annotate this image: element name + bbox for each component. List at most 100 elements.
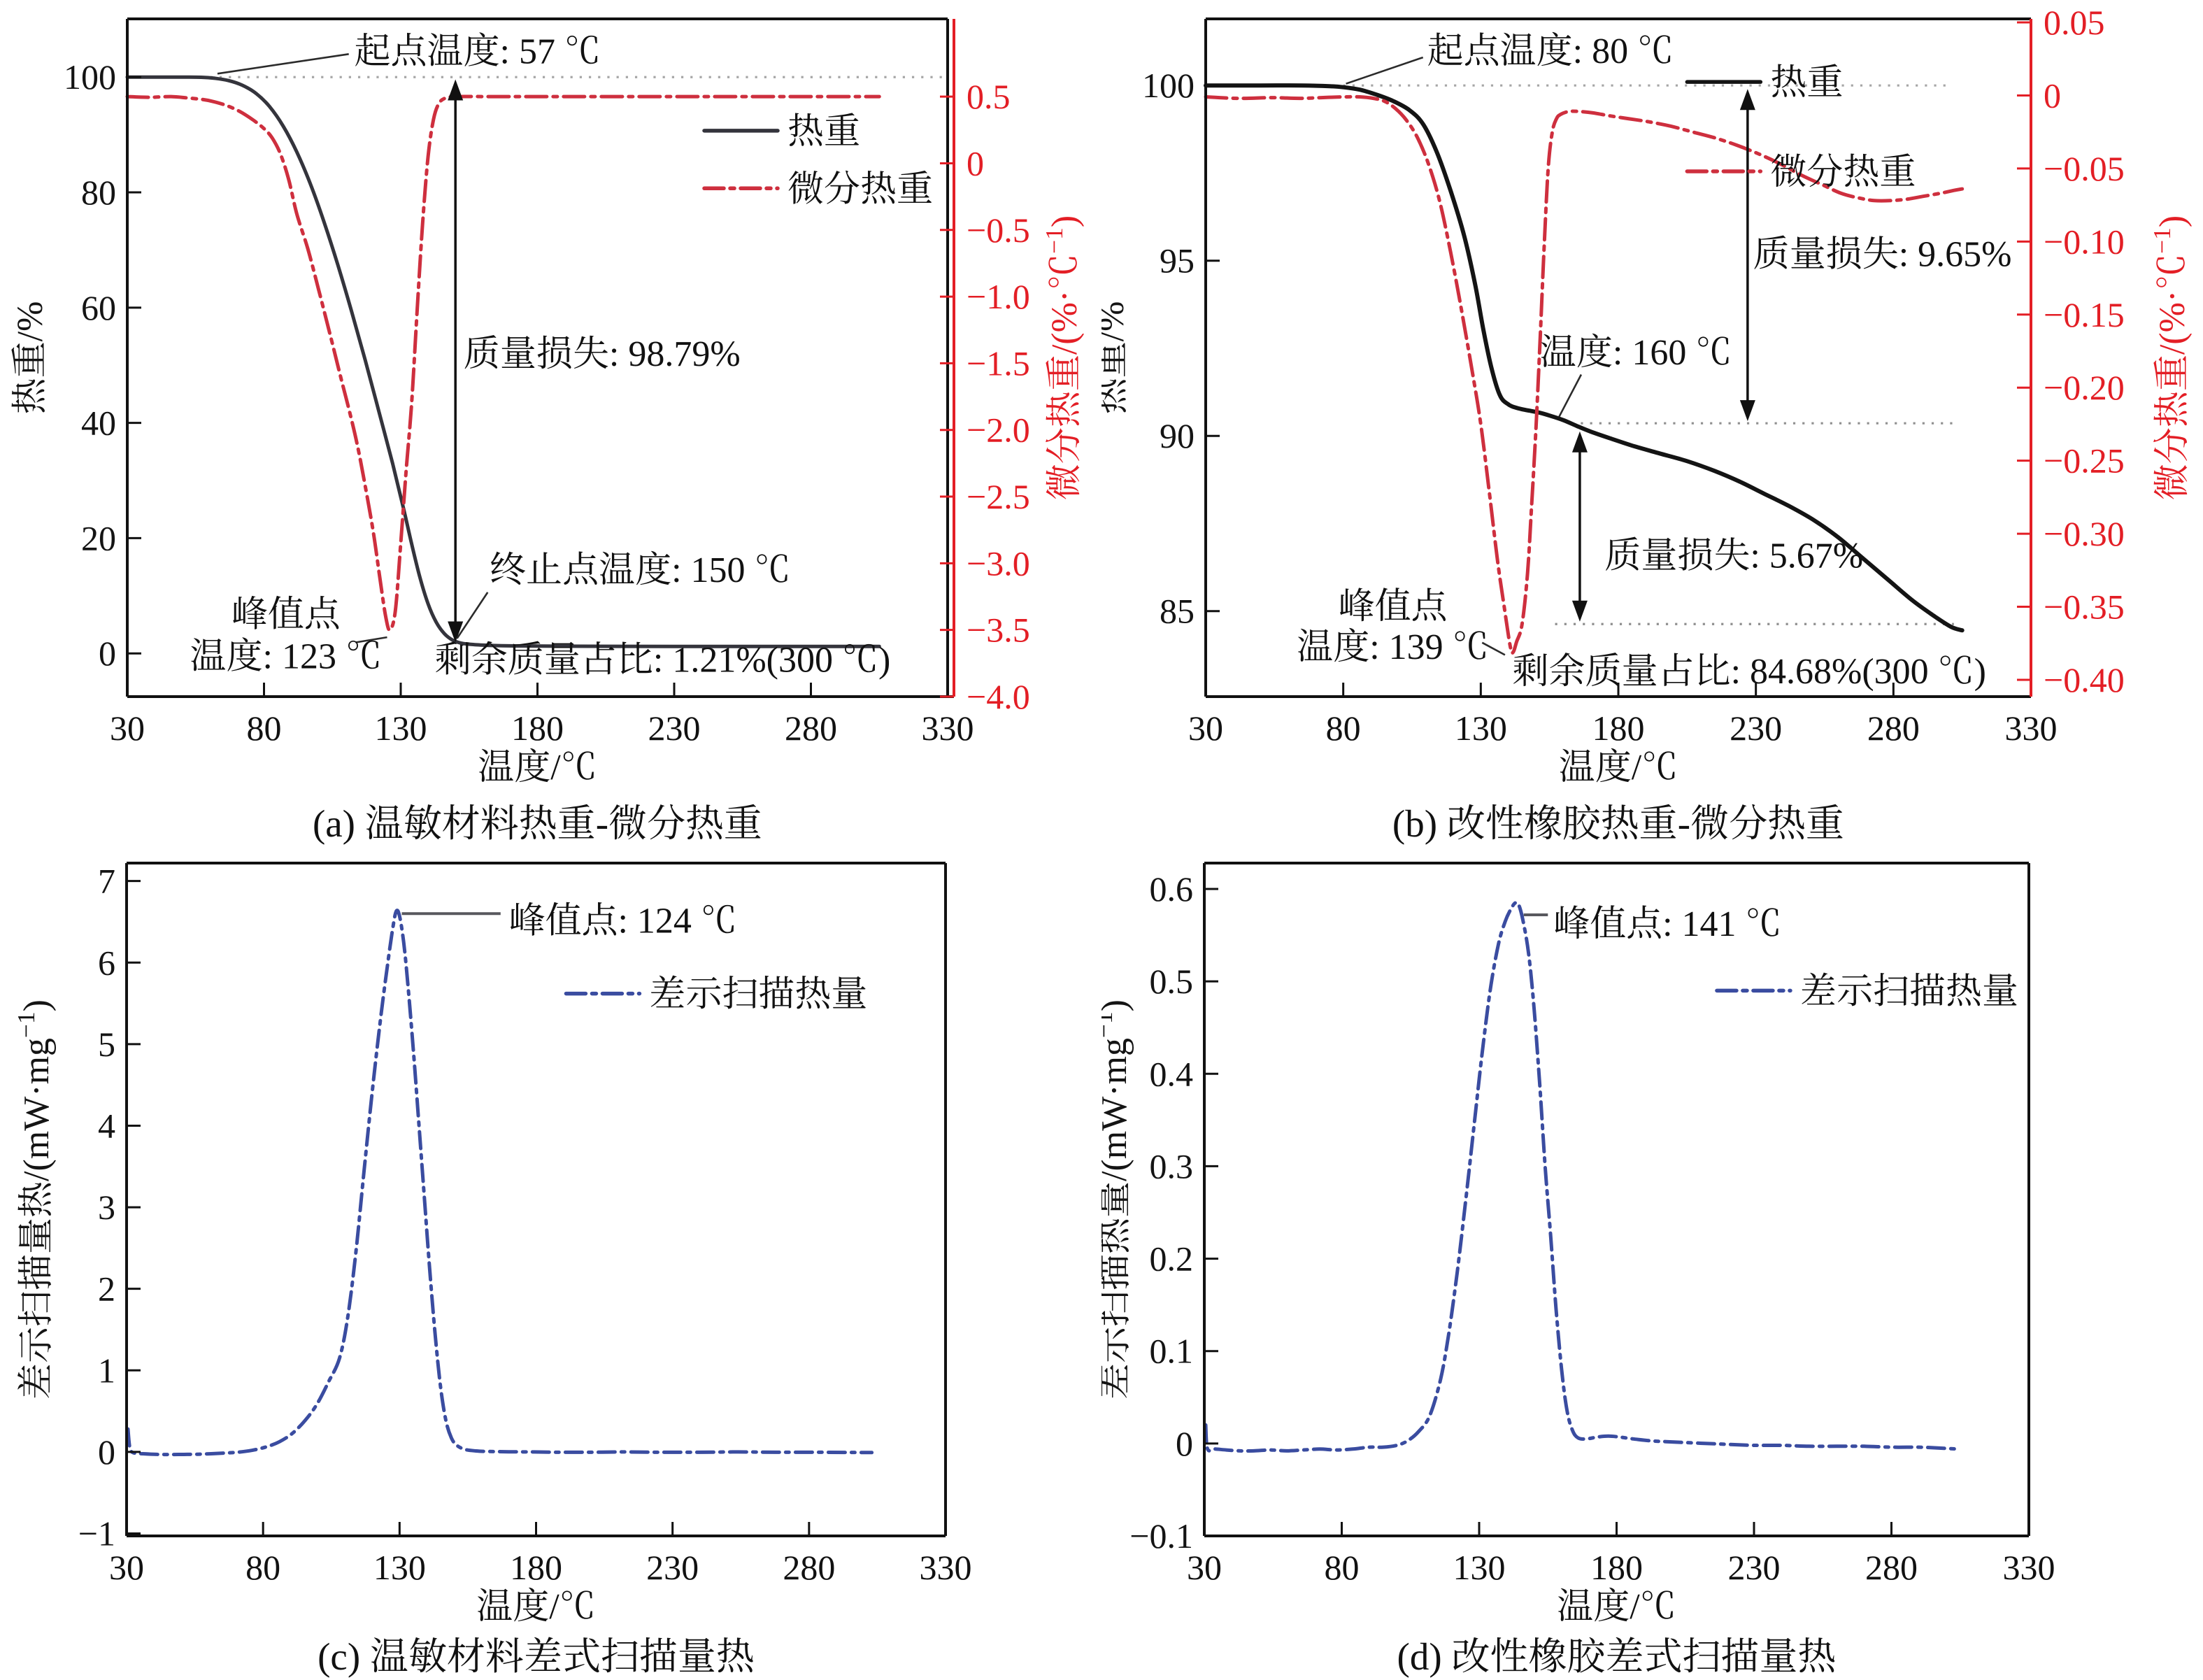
y-tick-label-right: 0.05 xyxy=(2044,3,2105,42)
y-tick-label: 4 xyxy=(98,1106,115,1145)
y-axis-left: 0 20 40 60 80 100 热重/% xyxy=(10,57,141,673)
annotation-text: 剩余质量占比: 1.21%(300 ℃) xyxy=(435,640,890,680)
series-dtg-curve xyxy=(1204,94,1965,655)
y-tick-label: 6 xyxy=(98,943,115,982)
y-tick-label: 0.3 xyxy=(1150,1146,1194,1186)
y-tick-label-right: −1.5 xyxy=(967,343,1030,383)
annotation-leader xyxy=(456,592,489,639)
y-tick-label: 90 xyxy=(1160,416,1195,455)
caption-panel-d: (d) 改性橡胶差式扫描量热 xyxy=(1397,1635,1837,1678)
arrowhead-down xyxy=(1739,400,1755,422)
y-tick-label: −1 xyxy=(78,1514,115,1553)
y-tick-label-right: −2.0 xyxy=(967,411,1030,450)
arrowhead-up xyxy=(1739,89,1755,111)
x-tick-label: 280 xyxy=(785,709,837,748)
y-tick-label: 0.6 xyxy=(1150,869,1194,909)
y-axis-title-left: 差示扫描热量/(mW·mg−1) xyxy=(1102,999,1134,1400)
y-tick-label-right: −0.20 xyxy=(2044,368,2125,407)
y-tick-label-right: 0 xyxy=(2044,76,2061,115)
caption-panel-a: (a) 温敏材料热重-微分热重 xyxy=(312,802,763,845)
annotation-leader xyxy=(1346,56,1424,85)
arrowhead-up xyxy=(1571,431,1588,453)
y-tick-label-right: −0.5 xyxy=(967,211,1030,250)
x-tick-label: 280 xyxy=(1865,1548,1918,1587)
y-tick-label: 2 xyxy=(98,1269,115,1309)
chart-tg-dtg-modified-rubber: 30 80 130 180 230 280 330 温度/℃ 85 90 95 100 热重/% 0.05… xyxy=(1102,3,2193,788)
series-dtg-curve xyxy=(125,94,881,632)
x-axis: 30 80 130 180 230 280 330 温度/℃ xyxy=(109,1522,972,1627)
chart-dsc-thermosensitive: 30 80 130 180 230 280 330 温度/℃ −1 0 1 2 3 4 5 6 7 差示扫描量热/… xyxy=(12,862,972,1627)
series-tg-curve xyxy=(125,75,881,648)
annotation: 温度: 160 ℃ xyxy=(1540,333,1732,418)
annotation: 峰值点: 124 ℃ xyxy=(401,902,737,941)
x-tick-label: 230 xyxy=(646,1548,699,1587)
annotation-text: 起点温度: 57 ℃ xyxy=(355,31,601,71)
y-axis-title-left: 差示扫描量热/(mW·mg−1) xyxy=(12,999,57,1400)
axes xyxy=(1203,862,2030,1537)
legend: 差示扫描热量 xyxy=(564,975,867,1015)
y-axis-left: −1 0 1 2 3 4 5 6 7 差示扫描量热/(mW·mg−1) xyxy=(12,862,141,1553)
legend: 差示扫描热量 xyxy=(1715,971,2018,1011)
y-tick-label-right: −3.0 xyxy=(967,543,1030,583)
axes-box xyxy=(125,862,947,1537)
x-tick-label: 280 xyxy=(1867,709,1920,748)
y-tick-label: 1 xyxy=(98,1351,115,1390)
x-axis-title: 温度/℃ xyxy=(476,1587,595,1627)
y-tick-label: 0.4 xyxy=(1150,1054,1194,1093)
y-tick-label-right: −3.5 xyxy=(967,611,1030,650)
annotation: 温度: 123 ℃ xyxy=(190,636,387,676)
y-tick-label: 0 xyxy=(98,1432,115,1472)
y-tick-label-right: 0 xyxy=(967,143,984,183)
y-tick-label-right: −0.40 xyxy=(2044,660,2125,699)
x-axis: 30 80 130 180 230 280 330 温度/℃ xyxy=(110,683,974,788)
y-axis-right: 0.05 0 −0.05 −0.10 −0.15 −0.20 −0.25 −0.30 −0.35… xyxy=(2017,3,2193,699)
annotation: 起点温度: 57 ℃ xyxy=(217,31,601,75)
annotation: 质量损失: 9.65% xyxy=(1753,235,2012,275)
y-axis-left: −0.1 0 0.1 0.2 0.3 0.4 0.5 0.6 差示扫描热量/(mW·mg−1) xyxy=(1102,869,1218,1556)
arrowhead-down xyxy=(448,621,464,643)
caption-panel-b: (b) 改性橡胶热重-微分热重 xyxy=(1392,802,1845,845)
curves xyxy=(126,909,874,1457)
y-tick-label: 100 xyxy=(64,57,116,97)
x-tick-label: 30 xyxy=(109,1548,144,1587)
y-axis-title-right: 微分热重/(%·℃−1) xyxy=(2148,215,2193,500)
x-tick-label: 180 xyxy=(510,1548,562,1587)
annotation: 峰值点 xyxy=(1338,587,1447,627)
y-tick-label: 7 xyxy=(98,862,115,901)
x-tick-label: 330 xyxy=(2003,1548,2055,1587)
annotation-text: 剩余质量占比: 84.68%(300 ℃) xyxy=(1513,652,1986,692)
annotation: 峰值点: 141 ℃ xyxy=(1523,904,1782,944)
annotation-leader xyxy=(355,636,387,643)
chart-tg-dtg-thermosensitive: 30 80 130 180 230 280 330温度/℃020406080100热重/%0… xyxy=(10,17,1085,788)
axes xyxy=(126,17,954,698)
x-tick-label: 80 xyxy=(1326,709,1361,748)
mass-loss-arrow xyxy=(1571,431,1588,622)
legend-label: 微分热重 xyxy=(1770,152,1916,192)
x-tick-label: 30 xyxy=(1187,1548,1222,1587)
annotation-text: 温度: 123 ℃ xyxy=(190,636,382,676)
annotation: 质量损失: 5.67% xyxy=(1604,536,1863,576)
annotation: 质量损失: 98.79% xyxy=(464,334,741,374)
x-tick-label: 130 xyxy=(1453,1548,1506,1587)
x-tick-label: 130 xyxy=(1455,709,1507,748)
y-tick-label: 0 xyxy=(1176,1424,1193,1463)
y-tick-label: 0.5 xyxy=(1150,962,1194,1001)
annotation-text: 温度: 160 ℃ xyxy=(1540,333,1732,373)
x-tick-label: 180 xyxy=(511,709,564,748)
y-tick-label: 95 xyxy=(1160,241,1195,280)
x-axis-title: 温度/℃ xyxy=(1557,1587,1676,1627)
y-axis-title-right: 微分热重/(%·℃−1) xyxy=(1040,215,1085,500)
x-tick-label: 30 xyxy=(110,709,145,748)
y-tick-label: 0.1 xyxy=(1150,1332,1194,1371)
y-tick-label-right: −0.15 xyxy=(2044,295,2125,334)
y-tick-label-right: −2.5 xyxy=(967,477,1030,516)
annotation-text: 峰值点: 124 ℃ xyxy=(508,902,736,941)
y-tick-label: 20 xyxy=(81,518,116,557)
x-tick-label: 230 xyxy=(1728,1548,1781,1587)
x-tick-label: 80 xyxy=(245,1548,280,1587)
annotation-leader xyxy=(1481,641,1506,656)
x-tick-label: 230 xyxy=(648,709,701,748)
